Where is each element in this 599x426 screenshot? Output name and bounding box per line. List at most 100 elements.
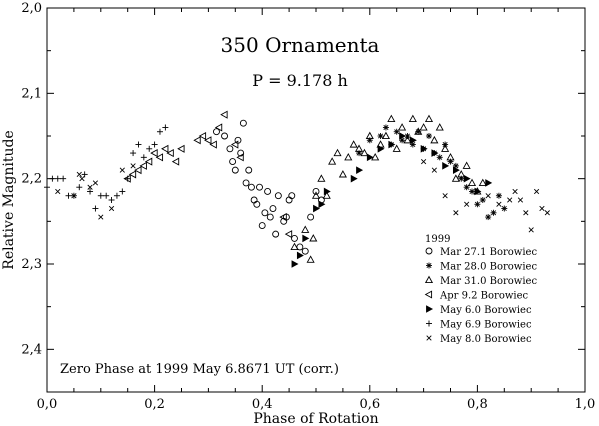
data-point-x xyxy=(453,210,459,216)
data-point-triangle-right xyxy=(318,200,326,209)
data-point-circle xyxy=(285,196,293,204)
data-point-triangle-left xyxy=(144,157,153,166)
data-point-triangle xyxy=(457,170,466,178)
legend-label: Mar 31.0 Borowiec xyxy=(440,276,537,287)
data-point-plus xyxy=(108,197,115,203)
data-point-plus xyxy=(151,141,158,148)
data-point-triangle-right xyxy=(442,162,450,170)
data-point-plus xyxy=(130,150,137,157)
data-point-x xyxy=(528,227,534,233)
data-point-triangle-right xyxy=(474,187,482,196)
legend-label: Mar 27.1 Borowiec xyxy=(440,247,537,258)
data-point-triangle xyxy=(467,178,477,186)
data-point-circle xyxy=(288,192,296,200)
data-point-x xyxy=(431,167,437,173)
data-point-triangle-left xyxy=(139,161,147,170)
x-tick-label: 1,0 xyxy=(575,397,596,412)
data-point-asterisk xyxy=(469,188,476,195)
data-point-x xyxy=(496,201,502,207)
data-point-x xyxy=(523,210,529,216)
data-point-triangle-right xyxy=(463,174,471,183)
legend-marker-triangle-right xyxy=(426,305,434,313)
legend: 1999 Mar 27.1 Borowiec Mar 28.0 Borowiec M… xyxy=(424,234,537,345)
data-point-plus xyxy=(87,188,94,195)
data-point-asterisk xyxy=(490,209,497,216)
data-point-x xyxy=(76,171,82,178)
data-point-triangle xyxy=(290,242,299,250)
data-point-circle xyxy=(247,183,255,191)
data-point-triangle-left xyxy=(209,140,217,149)
data-point-triangle xyxy=(322,191,331,199)
data-point-triangle-right xyxy=(399,132,407,140)
data-point-asterisk xyxy=(377,133,384,139)
data-point-x xyxy=(533,188,540,195)
data-point-triangle-right xyxy=(291,260,299,268)
data-point-x xyxy=(108,205,115,212)
x-tick-label: 0,0 xyxy=(37,397,58,412)
y-tick-label: 2,0 xyxy=(21,1,42,16)
data-point-plus xyxy=(140,154,147,161)
data-point-triangle-left xyxy=(284,230,293,239)
data-point-triangle-right xyxy=(350,174,358,183)
data-point-plus xyxy=(54,175,61,182)
legend-marker-triangle xyxy=(424,275,434,284)
data-point-triangle-right xyxy=(452,166,460,174)
data-point-x xyxy=(98,214,104,220)
data-point-x xyxy=(119,167,125,173)
data-point-circle xyxy=(253,200,261,208)
legend-marker-x xyxy=(426,335,432,341)
data-point-x xyxy=(464,201,470,207)
data-point-triangle xyxy=(333,148,342,157)
data-point-triangle-left xyxy=(236,153,244,162)
data-point-circle xyxy=(269,205,277,212)
data-point-triangle-left xyxy=(155,153,164,162)
data-point-triangle xyxy=(309,234,318,242)
data-point-asterisk xyxy=(382,124,389,131)
y-tick-label: 2,4 xyxy=(21,342,42,357)
data-point-x xyxy=(512,188,518,195)
data-point-triangle xyxy=(408,114,417,122)
data-point-x xyxy=(87,184,93,190)
data-point-circle xyxy=(264,188,272,195)
data-point-triangle xyxy=(306,255,315,263)
data-point-x xyxy=(544,210,550,216)
data-point-circle xyxy=(250,196,258,204)
data-point-x xyxy=(442,193,448,199)
data-point-triangle xyxy=(360,148,369,157)
data-point-plus xyxy=(92,205,99,212)
data-point-triangle xyxy=(430,135,439,144)
data-point-triangle-right xyxy=(356,166,364,174)
data-point-circle xyxy=(301,247,309,255)
data-point-triangle xyxy=(301,225,310,233)
data-point-triangle xyxy=(478,178,487,186)
legend-title: 1999 xyxy=(425,234,450,245)
data-point-plus xyxy=(97,192,104,199)
data-point-plus xyxy=(135,141,142,148)
data-point-triangle-left xyxy=(161,144,169,153)
data-point-triangle xyxy=(365,131,374,140)
data-point-x xyxy=(92,180,99,186)
data-point-plus xyxy=(44,184,50,191)
data-point-asterisk xyxy=(501,205,508,212)
x-tick-label: 0,8 xyxy=(467,397,488,412)
data-point-x xyxy=(517,197,524,203)
data-point-triangle-left xyxy=(279,213,287,222)
data-point-triangle xyxy=(424,114,434,122)
data-point-triangle-left xyxy=(220,110,228,119)
data-point-circle xyxy=(226,145,234,153)
data-point-triangle xyxy=(381,131,391,140)
data-point-plus xyxy=(124,175,131,182)
data-point-triangle-right xyxy=(377,144,385,153)
y-tick-label: 2,2 xyxy=(21,172,42,187)
data-point-x xyxy=(420,158,427,165)
data-point-triangle xyxy=(344,152,353,161)
data-point-triangle xyxy=(435,123,444,131)
legend-label: May 8.0 Borowiec xyxy=(440,334,532,345)
legend-marker-circle xyxy=(425,247,433,255)
data-point-x xyxy=(55,188,61,195)
data-points xyxy=(44,110,550,268)
data-point-triangle xyxy=(317,174,326,182)
y-axis-label: Relative Magnitude xyxy=(1,130,17,269)
data-point-triangle-left xyxy=(230,140,239,149)
